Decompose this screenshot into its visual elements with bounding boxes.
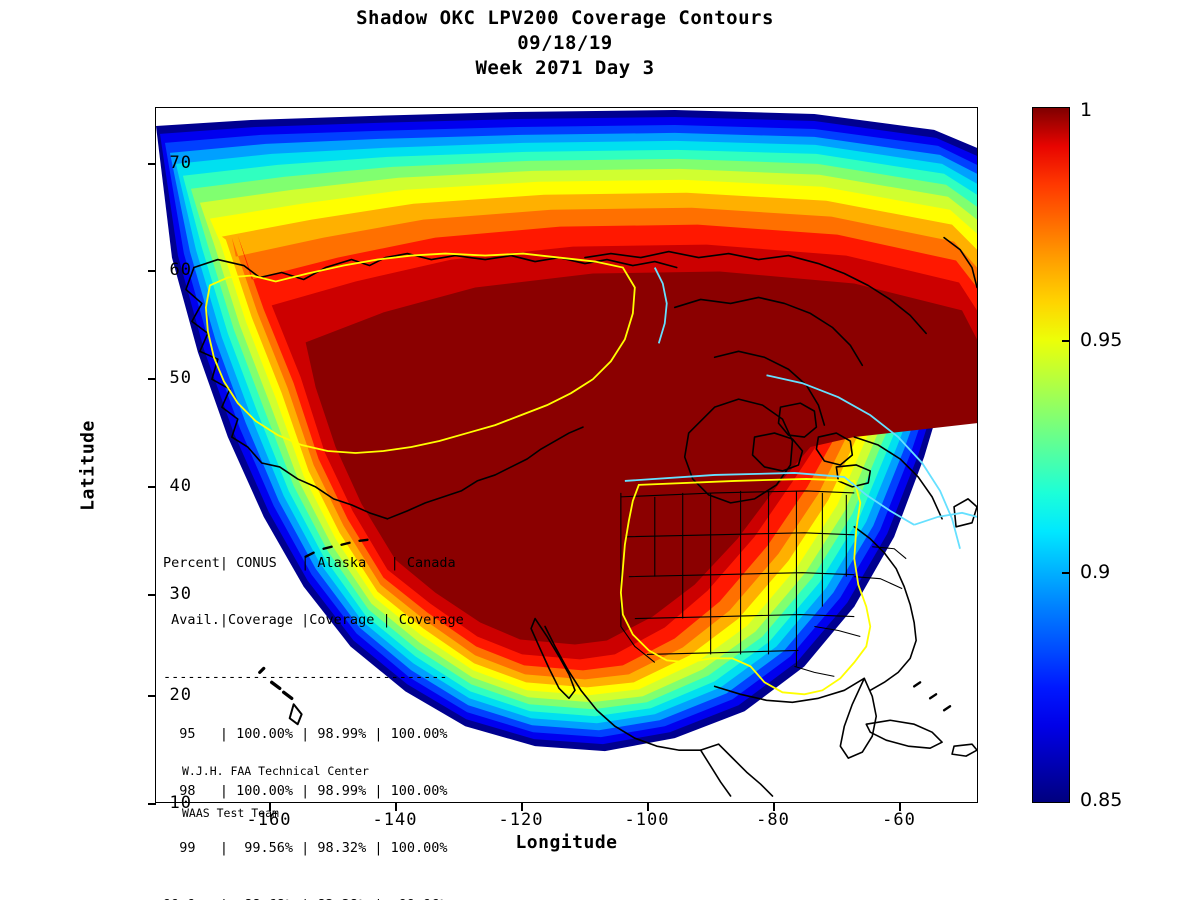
title-line-3: Week 2071 Day 3 xyxy=(475,57,655,79)
colorbar-tick-mark-09 xyxy=(1062,572,1070,574)
xtick-mark-m100 xyxy=(647,803,649,811)
colorbar-gradient xyxy=(1033,108,1069,802)
stats-header-row-1: Percent| CONUS | Alaska | Canada xyxy=(163,555,456,571)
attribution-line-1: W.J.H. FAA Technical Center xyxy=(182,764,369,778)
ytick-label-20: 20 xyxy=(169,685,192,705)
xtick-mark-m60 xyxy=(899,803,901,811)
y-axis-title: Latitude xyxy=(77,420,99,511)
attribution-line-2: WAAS Test Team xyxy=(182,806,279,820)
state-boundaries-layer xyxy=(620,490,907,677)
coverage-contour-bands xyxy=(156,109,977,752)
colorbar-tick-label-1: 1 xyxy=(1080,99,1093,121)
xtick-label-m120: -120 xyxy=(498,810,544,830)
coverage-stats-table: Percent| CONUS | Alaska | Canada Avail.|… xyxy=(163,516,464,900)
colorbar-tick-label-095: 0.95 xyxy=(1080,329,1123,351)
stats-header-row-2: Avail.|Coverage |Coverage | Coverage xyxy=(163,612,464,628)
ytick-mark-60 xyxy=(148,270,156,272)
ytick-label-10: 10 xyxy=(169,793,192,813)
xtick-mark-m80 xyxy=(773,803,775,811)
title-line-2: 09/18/19 xyxy=(517,32,613,54)
xtick-label-m160: -160 xyxy=(246,810,292,830)
xtick-mark-m140 xyxy=(395,803,397,811)
colorbar-tick-label-09: 0.9 xyxy=(1080,561,1111,583)
canada-service-volume-outline xyxy=(624,267,977,549)
conus-service-volume-outline xyxy=(619,478,872,696)
x-axis-title: Longitude xyxy=(515,832,618,853)
table-row: 99 | 99.56% | 98.32% | 100.00% xyxy=(163,840,448,856)
xtick-mark-m120 xyxy=(521,803,523,811)
xtick-mark-m160 xyxy=(269,803,271,811)
xtick-label-m100: -100 xyxy=(624,810,670,830)
colorbar xyxy=(1032,107,1070,803)
xtick-label-m140: -140 xyxy=(372,810,418,830)
coastline-layer xyxy=(185,236,977,797)
map-plot-area xyxy=(155,107,978,803)
ytick-label-40: 40 xyxy=(169,476,192,496)
xtick-label-m80: -80 xyxy=(756,810,790,830)
ytick-label-30: 30 xyxy=(169,584,192,604)
ytick-label-70: 70 xyxy=(169,153,192,173)
ytick-mark-40 xyxy=(148,486,156,488)
ytick-mark-70 xyxy=(148,163,156,165)
ytick-mark-10 xyxy=(148,803,156,805)
ytick-mark-30 xyxy=(148,594,156,596)
figure-title: Shadow OKC LPV200 Coverage Contours 09/1… xyxy=(0,6,1130,81)
table-row: 95 | 100.00% | 98.99% | 100.00% xyxy=(163,726,448,742)
attribution-text: W.J.H. FAA Technical Center WAAS Test Te… xyxy=(182,736,369,848)
alaska-service-volume-outline xyxy=(204,252,636,454)
ytick-label-50: 50 xyxy=(169,368,192,388)
ytick-label-60: 60 xyxy=(169,260,192,280)
ytick-mark-20 xyxy=(148,695,156,697)
colorbar-tick-label-085: 0.85 xyxy=(1080,789,1123,811)
ytick-mark-50 xyxy=(148,378,156,380)
title-line-1: Shadow OKC LPV200 Coverage Contours xyxy=(356,7,774,29)
colorbar-tick-mark-095 xyxy=(1062,340,1070,342)
table-row: 99.9 | 88.68% | 82.28% | 99.96% xyxy=(163,896,464,900)
coverage-map-svg xyxy=(156,109,977,797)
xtick-label-m60: -60 xyxy=(882,810,916,830)
table-row: 98 | 100.00% | 98.99% | 100.00% xyxy=(163,783,448,799)
stats-separator-rule: ----------------------------------- xyxy=(163,669,448,685)
